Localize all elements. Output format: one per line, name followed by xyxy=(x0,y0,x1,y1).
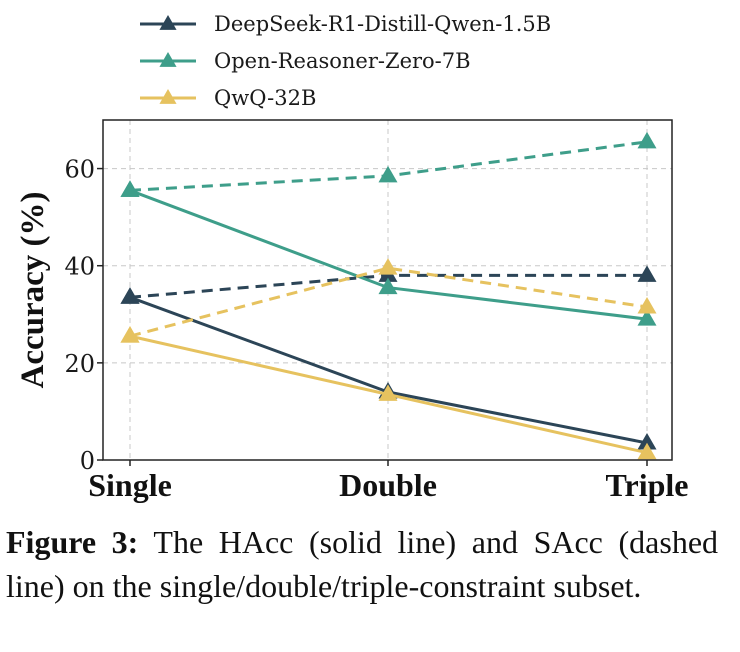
y-tick-label: 0 xyxy=(80,447,95,475)
line-chart: 0 20 40 60 Single Double Triple DeepSeek-R1-Di… xyxy=(15,12,689,503)
series-3-hacc-point xyxy=(378,384,398,401)
figure-caption: Figure 3: The HAcc (solid line) and SAcc… xyxy=(6,520,718,608)
series-2-hacc-solid-line xyxy=(129,189,648,321)
series-3-hacc-point xyxy=(637,442,657,460)
series-3-sacc-point xyxy=(637,297,657,314)
legend-marker xyxy=(159,52,177,67)
legend-marker xyxy=(159,89,177,104)
caption-label: Figure 3: xyxy=(6,524,139,560)
series-2-hacc-point xyxy=(120,180,140,197)
series-1-hacc-point xyxy=(637,433,657,450)
series-3-hacc-point xyxy=(120,326,140,343)
y-axis-label: Accuracy (%) xyxy=(15,191,51,388)
series-1-hacc-point xyxy=(120,287,140,304)
legend-marker xyxy=(159,15,177,30)
series-lines xyxy=(120,131,657,460)
series-2-hacc-point xyxy=(378,277,398,295)
y-tick-label: 20 xyxy=(64,350,95,378)
legend: DeepSeek-R1-Distill-Qwen-1.5B Open-Reason… xyxy=(140,12,551,110)
caption-text: The HAcc (solid line) and SAcc (dashed l… xyxy=(6,524,719,604)
y-tick-label: 60 xyxy=(64,156,95,184)
plot-axes: 0 20 40 60 Single Double Triple xyxy=(64,119,689,503)
series-2-sacc-point xyxy=(637,131,657,149)
legend-item: Open-Reasoner-Zero-7B xyxy=(140,49,471,73)
x-tick-label: Triple xyxy=(606,467,689,503)
series-2-sacc-point xyxy=(378,165,398,183)
legend-label: Open-Reasoner-Zero-7B xyxy=(214,49,471,73)
legend-item: DeepSeek-R1-Distill-Qwen-1.5B xyxy=(140,12,551,36)
x-tick-label: Double xyxy=(339,467,437,503)
series-3-sacc-point xyxy=(378,258,398,275)
series-3-sacc-dashed-line xyxy=(129,266,648,338)
legend-label: DeepSeek-R1-Distill-Qwen-1.5B xyxy=(214,12,551,36)
series-2-hacc-point xyxy=(637,309,657,326)
legend-label: QwQ-32B xyxy=(214,86,316,110)
legend-item: QwQ-32B xyxy=(140,86,316,110)
series-1-sacc-point xyxy=(637,265,657,282)
x-tick-label: Single xyxy=(88,467,172,503)
y-tick-label: 40 xyxy=(64,253,95,281)
